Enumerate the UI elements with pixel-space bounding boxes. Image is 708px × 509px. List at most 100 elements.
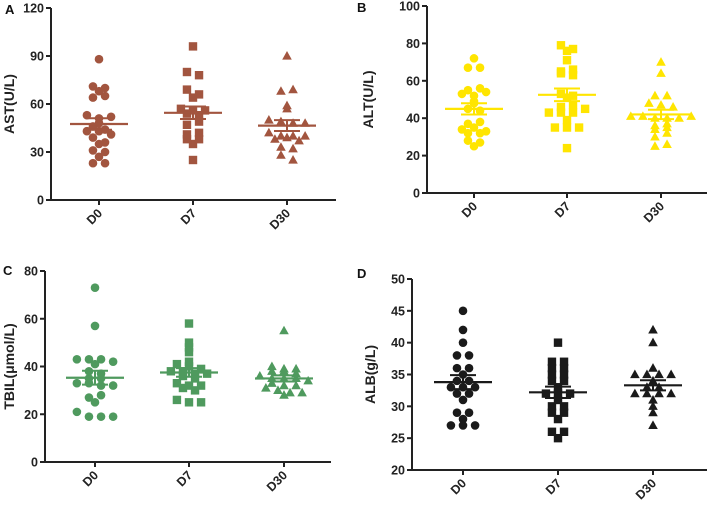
data-point-circle bbox=[457, 125, 467, 134]
data-point-circle bbox=[452, 376, 462, 386]
data-point-square bbox=[182, 85, 192, 94]
data-point-triangle bbox=[668, 101, 678, 111]
x-tick-label: D30 bbox=[264, 468, 290, 494]
data-point-circle bbox=[90, 283, 100, 293]
data-point-square bbox=[196, 398, 206, 407]
data-point-triangle bbox=[626, 111, 636, 120]
data-point-circle bbox=[88, 82, 98, 91]
y-tick-label: 40 bbox=[391, 336, 405, 350]
data-point-square bbox=[194, 71, 204, 80]
y-tick-label: 60 bbox=[30, 98, 44, 112]
data-point-square bbox=[176, 104, 186, 113]
data-point-square bbox=[562, 56, 572, 65]
data-point-circle bbox=[100, 83, 110, 93]
panel-letter: D bbox=[357, 266, 366, 281]
data-point-square bbox=[553, 414, 563, 424]
data-point-square bbox=[559, 427, 569, 436]
data-point-square bbox=[194, 128, 204, 137]
data-point-triangle bbox=[644, 98, 654, 107]
data-point-square bbox=[166, 367, 176, 376]
y-tick-label: 80 bbox=[24, 265, 38, 279]
data-point-square bbox=[184, 362, 194, 371]
data-point-square bbox=[194, 117, 204, 126]
data-point-circle bbox=[84, 412, 94, 421]
data-point-circle bbox=[464, 389, 474, 398]
data-point-square bbox=[544, 108, 554, 117]
panel-a: A 0 30 60 90 120 AST(U/L) D0 D7 D30 bbox=[1, 2, 336, 232]
y-tick-label: 60 bbox=[24, 312, 38, 326]
y-tick-label: 100 bbox=[399, 0, 420, 14]
data-point-circle bbox=[100, 138, 110, 147]
data-point-circle bbox=[452, 389, 462, 398]
y-axis-label: ALT(U/L) bbox=[360, 70, 376, 128]
data-point-square bbox=[562, 46, 572, 56]
data-point-triangle bbox=[642, 369, 652, 379]
data-point-square bbox=[547, 363, 557, 373]
data-point-square bbox=[559, 363, 569, 373]
x-tick-label: D7 bbox=[178, 206, 199, 227]
data-point-square bbox=[184, 381, 194, 390]
data-point-circle bbox=[475, 138, 485, 147]
data-point-triangle bbox=[662, 90, 672, 100]
data-point-square bbox=[182, 67, 192, 77]
data-point-triangle bbox=[285, 387, 295, 397]
data-point-circle bbox=[94, 152, 104, 162]
y-tick-label: 40 bbox=[24, 360, 38, 374]
data-point-triangle bbox=[279, 390, 289, 399]
data-point-square bbox=[547, 370, 557, 379]
data-point-square bbox=[559, 370, 569, 379]
data-point-circle bbox=[96, 412, 106, 421]
x-tick-label: D7 bbox=[543, 476, 564, 497]
y-tick-label: 20 bbox=[391, 464, 405, 478]
data-point-triangle bbox=[267, 361, 277, 371]
data-point-triangle bbox=[656, 68, 666, 77]
y-tick-label: 80 bbox=[406, 37, 420, 51]
data-point-circle bbox=[88, 158, 98, 168]
data-point-triangle bbox=[662, 128, 672, 137]
data-point-circle bbox=[90, 359, 100, 369]
panel-d: D 20 25 30 35 40 45 50 ALB(g/L) D0 D7 D30 bbox=[357, 266, 707, 502]
data-point-triangle bbox=[656, 57, 666, 66]
data-point-triangle bbox=[662, 118, 672, 128]
y-tick-label: 25 bbox=[391, 432, 405, 446]
data-point-triangle bbox=[650, 131, 660, 141]
data-point-square bbox=[562, 143, 572, 153]
data-point-triangle bbox=[638, 111, 648, 120]
data-point-square bbox=[547, 357, 557, 366]
data-point-square bbox=[568, 108, 578, 117]
data-point-square bbox=[202, 369, 212, 378]
data-point-square bbox=[559, 376, 569, 386]
data-point-circle bbox=[72, 407, 82, 417]
data-point-circle bbox=[100, 91, 110, 101]
data-point-triangle bbox=[288, 84, 298, 94]
y-tick-label: 40 bbox=[406, 112, 420, 126]
panel-b: B 0 20 40 60 80 100 ALT(U/L) D0 D7 D30 bbox=[357, 0, 707, 225]
data-point-triangle bbox=[650, 120, 660, 130]
x-tick-label: D0 bbox=[448, 476, 469, 497]
x-tick-label: D7 bbox=[552, 199, 573, 220]
panel-letter: C bbox=[3, 263, 13, 278]
data-point-triangle bbox=[300, 131, 310, 140]
y-axis-label: ALB(g/L) bbox=[362, 345, 378, 404]
data-point-circle bbox=[94, 54, 104, 64]
data-point-triangle bbox=[267, 366, 277, 375]
data-point-triangle bbox=[282, 51, 292, 60]
data-point-triangle bbox=[648, 407, 658, 417]
data-point-circle bbox=[90, 321, 100, 331]
data-point-circle bbox=[458, 414, 468, 424]
data-point-circle bbox=[470, 421, 480, 430]
data-point-circle bbox=[452, 351, 462, 360]
data-point-circle bbox=[446, 382, 456, 392]
data-point-circle bbox=[463, 119, 473, 129]
data-point-circle bbox=[108, 357, 118, 367]
x-tick-label: D0 bbox=[84, 206, 105, 227]
data-point-triangle bbox=[650, 141, 660, 150]
data-point-circle bbox=[470, 382, 480, 392]
y-axis-label: TBIL(μmol/L) bbox=[1, 323, 17, 409]
data-point-square bbox=[547, 376, 557, 386]
panel-letter: A bbox=[5, 2, 15, 17]
data-point-square bbox=[194, 135, 204, 144]
data-point-triangle bbox=[264, 115, 274, 124]
data-point-circle bbox=[100, 147, 110, 157]
data-point-square bbox=[547, 408, 557, 417]
